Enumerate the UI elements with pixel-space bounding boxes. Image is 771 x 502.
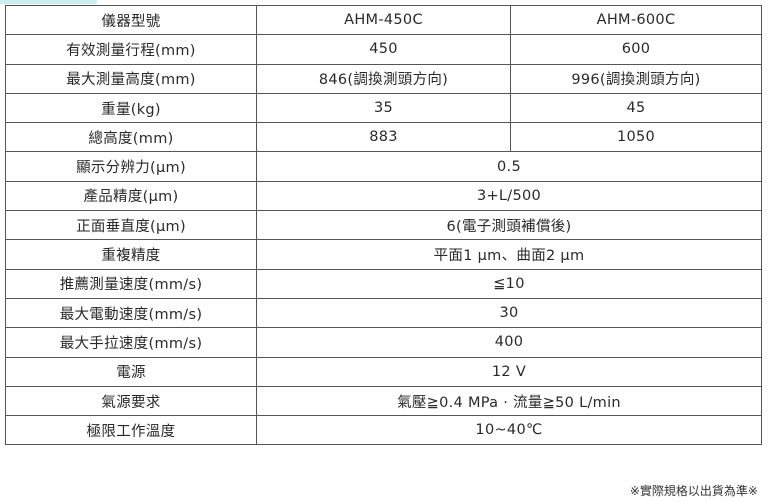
- shared-value: 平面1 µm、曲面2 µm: [256, 239, 762, 270]
- row-label: 極限工作溫度: [5, 415, 257, 446]
- row-label: 顯示分辨力(µm): [5, 151, 257, 182]
- value-600c: 600: [510, 34, 762, 65]
- row-label: 氣源要求: [5, 385, 257, 417]
- value-450c: 883: [256, 122, 511, 153]
- row-label: 最大手拉速度(mm/s): [5, 327, 257, 358]
- row-label: 有效測量行程(mm): [5, 34, 257, 65]
- table-row: 重複精度 平面1 µm、曲面2 µm: [5, 239, 762, 270]
- table-row: 最大手拉速度(mm/s) 400: [5, 327, 762, 358]
- table-row: 最大電動速度(mm/s) 30: [5, 297, 762, 329]
- row-label: 最大電動速度(mm/s): [5, 297, 257, 329]
- shared-value: 400: [256, 327, 762, 358]
- accent-bar: [0, 0, 97, 4]
- header-label: 儀器型號: [5, 4, 257, 36]
- model-ahm-450c: AHM-450C: [256, 4, 511, 36]
- value-600c: 45: [510, 92, 762, 124]
- table-row: 有效測量行程(mm) 450 600: [5, 34, 762, 65]
- value-600c: 996(調換測頭方向): [510, 63, 762, 94]
- value-600c: 1050: [510, 122, 762, 153]
- row-label: 重量(kg): [5, 92, 257, 124]
- row-label: 正面垂直度(µm): [5, 210, 257, 241]
- shared-value: 10~40℃: [256, 415, 762, 446]
- row-label: 產品精度(µm): [5, 180, 257, 212]
- table-row: 電源 12 V: [5, 356, 762, 387]
- value-450c: 450: [256, 34, 511, 65]
- shared-value: 12 V: [256, 356, 762, 387]
- spec-table: 儀器型號 AHM-450C AHM-600C 有效測量行程(mm) 450 60…: [5, 4, 762, 446]
- model-ahm-600c: AHM-600C: [510, 4, 762, 36]
- table-row: 總高度(mm) 883 1050: [5, 122, 762, 153]
- row-label: 推薦測量速度(mm/s): [5, 268, 257, 299]
- shared-value: 6(電子測頭補償後): [256, 210, 762, 241]
- table-row: 正面垂直度(µm) 6(電子測頭補償後): [5, 210, 762, 241]
- table-row: 氣源要求 氣壓≧0.4 MPa · 流量≧50 L/min: [5, 385, 762, 417]
- shared-value: 0.5: [256, 151, 762, 182]
- table-row: 極限工作溫度 10~40℃: [5, 415, 762, 446]
- value-450c: 846(調換測頭方向): [256, 63, 511, 94]
- table-header-row: 儀器型號 AHM-450C AHM-600C: [5, 4, 762, 36]
- table-row: 推薦測量速度(mm/s) ≦10: [5, 268, 762, 299]
- table-row: 重量(kg) 35 45: [5, 92, 762, 124]
- row-label: 電源: [5, 356, 257, 387]
- footnote: ※實際規格以出貨為準※: [629, 484, 758, 498]
- table-row: 顯示分辨力(µm) 0.5: [5, 151, 762, 182]
- shared-value: ≦10: [256, 268, 762, 299]
- row-label: 總高度(mm): [5, 122, 257, 153]
- shared-value: 氣壓≧0.4 MPa · 流量≧50 L/min: [256, 385, 762, 417]
- row-label: 最大測量高度(mm): [5, 63, 257, 94]
- value-450c: 35: [256, 92, 511, 124]
- shared-value: 30: [256, 297, 762, 329]
- table-row: 產品精度(µm) 3+L/500: [5, 180, 762, 212]
- table-row: 最大測量高度(mm) 846(調換測頭方向) 996(調換測頭方向): [5, 63, 762, 94]
- row-label: 重複精度: [5, 239, 257, 270]
- shared-value: 3+L/500: [256, 180, 762, 212]
